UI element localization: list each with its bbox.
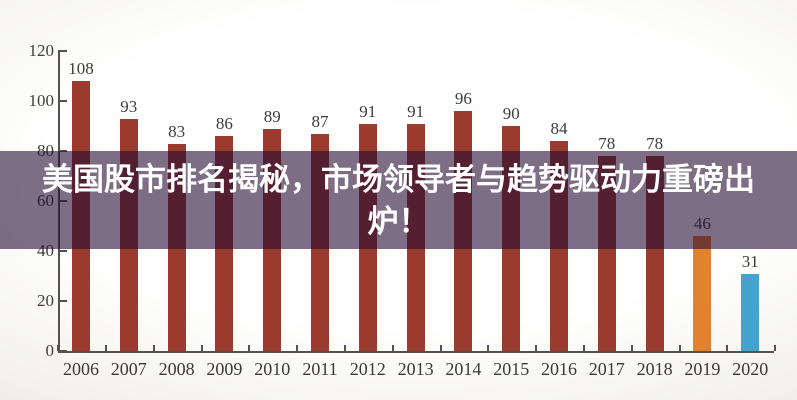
x-tick — [582, 345, 585, 351]
y-tick-label: 120 — [28, 41, 55, 60]
x-tick — [57, 345, 60, 351]
bar-2019 — [693, 236, 712, 351]
bar-value-label: 31 — [741, 251, 759, 271]
x-tick-label: 2018 — [636, 359, 673, 379]
x-tick-label: 2016 — [540, 359, 577, 379]
x-tick — [296, 345, 299, 351]
x-tick-label: 2011 — [302, 359, 338, 379]
x-axis-line — [58, 351, 774, 353]
x-tick-label: 2020 — [732, 359, 769, 379]
x-tick-label: 2006 — [62, 359, 99, 379]
x-tick — [391, 345, 394, 351]
x-tick-label: 2015 — [493, 359, 530, 379]
y-tick — [60, 350, 67, 352]
x-tick — [678, 345, 681, 351]
y-tick-label: 20 — [37, 291, 54, 310]
y-tick-label: 100 — [28, 91, 55, 110]
x-tick-label: 2012 — [349, 359, 386, 379]
bar-value-label: 78 — [598, 134, 616, 153]
headline-text: 美国股市排名揭秘，市场领导者与趋势驱动力重磅出 炉！ — [0, 159, 797, 243]
x-tick-label: 2007 — [110, 359, 147, 379]
bar-value-label: 84 — [550, 119, 568, 138]
x-tick — [104, 345, 107, 351]
headline-line-2: 炉！ — [367, 204, 430, 240]
y-tick — [60, 100, 67, 102]
x-tick — [774, 345, 777, 351]
bar-value-label: 93 — [120, 96, 138, 116]
bar-value-label: 96 — [454, 89, 472, 108]
x-tick — [439, 345, 442, 351]
x-tick-label: 2013 — [397, 359, 434, 379]
x-tick — [248, 345, 251, 351]
x-tick-label: 2009 — [206, 359, 243, 379]
y-tick-label: 0 — [45, 341, 55, 360]
x-tick-label: 2019 — [684, 359, 721, 379]
x-tick — [343, 345, 346, 351]
headline-line-1: 美国股市排名揭秘，市场领导者与趋势驱动力重磅出 — [42, 162, 755, 198]
x-tick-label: 2014 — [445, 359, 482, 379]
x-tick-label: 2010 — [254, 359, 291, 379]
x-tick-label: 2008 — [158, 359, 195, 379]
x-tick — [200, 345, 203, 351]
x-tick — [487, 345, 490, 351]
headline-overlay-banner: 美国股市排名揭秘，市场领导者与趋势驱动力重磅出 炉！ — [0, 151, 797, 249]
bar-value-label: 78 — [646, 134, 664, 153]
x-tick — [726, 345, 729, 351]
bar-value-label: 91 — [407, 101, 425, 121]
x-tick — [152, 345, 155, 351]
bar-value-label: 108 — [68, 59, 94, 78]
y-tick — [60, 300, 67, 302]
bar-2020 — [741, 273, 760, 351]
bar-value-label: 89 — [263, 106, 281, 126]
x-tick-label: 2017 — [588, 359, 625, 379]
y-tick — [60, 250, 67, 252]
bar-value-label: 83 — [168, 121, 186, 141]
bar-value-label: 87 — [311, 111, 329, 131]
x-tick — [535, 345, 538, 351]
y-tick — [60, 50, 67, 52]
bar-value-label: 86 — [215, 114, 233, 133]
bar-value-label: 90 — [502, 104, 520, 123]
x-tick — [630, 345, 633, 351]
bar-value-label: 91 — [359, 101, 377, 121]
